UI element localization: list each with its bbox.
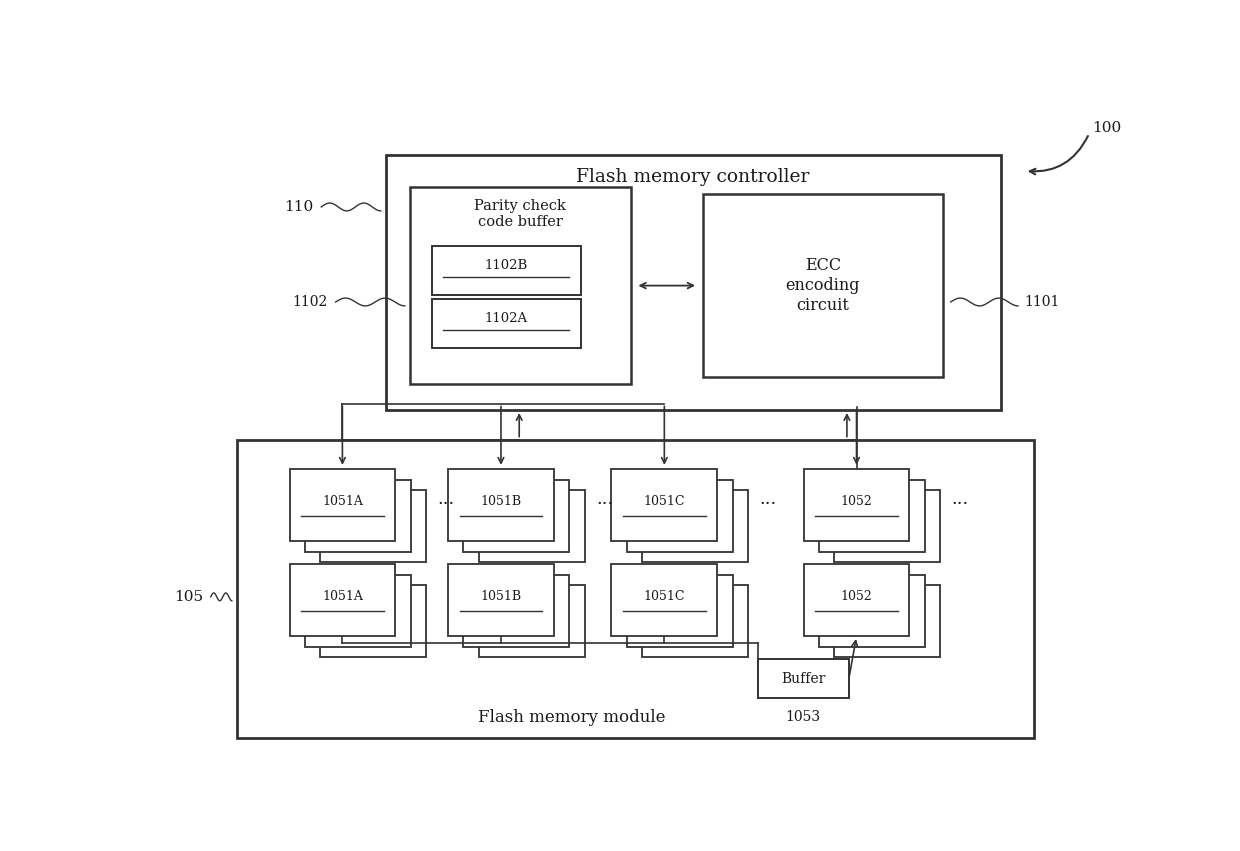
Text: 1052: 1052 <box>841 494 873 508</box>
Text: Parity check
code buffer: Parity check code buffer <box>474 199 567 229</box>
Bar <box>448 469 554 541</box>
Bar <box>305 574 410 647</box>
Text: ···: ··· <box>759 494 776 513</box>
Bar <box>448 564 554 637</box>
Bar <box>820 574 925 647</box>
Text: 1051B: 1051B <box>480 494 522 508</box>
Text: 1051C: 1051C <box>644 494 684 508</box>
Bar <box>305 480 410 551</box>
Bar <box>237 440 1034 738</box>
Bar <box>290 469 396 541</box>
Text: ···: ··· <box>951 494 968 513</box>
Bar <box>611 469 717 541</box>
Text: Flash memory controller: Flash memory controller <box>577 168 810 186</box>
Text: 1051C: 1051C <box>644 590 684 603</box>
Text: 1102A: 1102A <box>485 311 528 324</box>
Text: 1102B: 1102B <box>485 259 528 272</box>
Text: ECC
encoding
circuit: ECC encoding circuit <box>786 258 861 314</box>
Text: 1051A: 1051A <box>322 494 363 508</box>
Text: 1101: 1101 <box>1024 295 1060 309</box>
Text: 1052: 1052 <box>841 590 873 603</box>
Bar <box>804 469 909 541</box>
Text: 1051B: 1051B <box>480 590 522 603</box>
Bar <box>432 246 580 295</box>
Bar <box>627 480 733 551</box>
Bar <box>409 187 631 384</box>
Text: 1053: 1053 <box>786 711 821 724</box>
Text: ···: ··· <box>438 494 455 513</box>
Bar <box>642 490 748 563</box>
Text: Flash memory module: Flash memory module <box>477 709 666 726</box>
Bar <box>320 585 427 657</box>
Text: 105: 105 <box>174 590 203 604</box>
Bar <box>320 490 427 563</box>
Bar <box>835 490 940 563</box>
Bar <box>703 194 942 377</box>
Bar <box>290 564 396 637</box>
Bar <box>479 585 584 657</box>
Text: 100: 100 <box>1092 122 1121 135</box>
Text: ···: ··· <box>596 494 614 513</box>
Bar <box>835 585 940 657</box>
Bar <box>386 155 1001 410</box>
Bar <box>627 574 733 647</box>
Bar <box>464 480 569 551</box>
Bar <box>642 585 748 657</box>
Bar <box>611 564 717 637</box>
Bar <box>479 490 584 563</box>
Text: 110: 110 <box>284 200 314 214</box>
Bar <box>820 480 925 551</box>
Bar <box>464 574 569 647</box>
Text: Buffer: Buffer <box>781 671 826 686</box>
Text: 1051A: 1051A <box>322 590 363 603</box>
Bar <box>758 660 849 699</box>
Bar <box>804 564 909 637</box>
Bar <box>432 299 580 348</box>
Text: 1102: 1102 <box>293 295 327 309</box>
